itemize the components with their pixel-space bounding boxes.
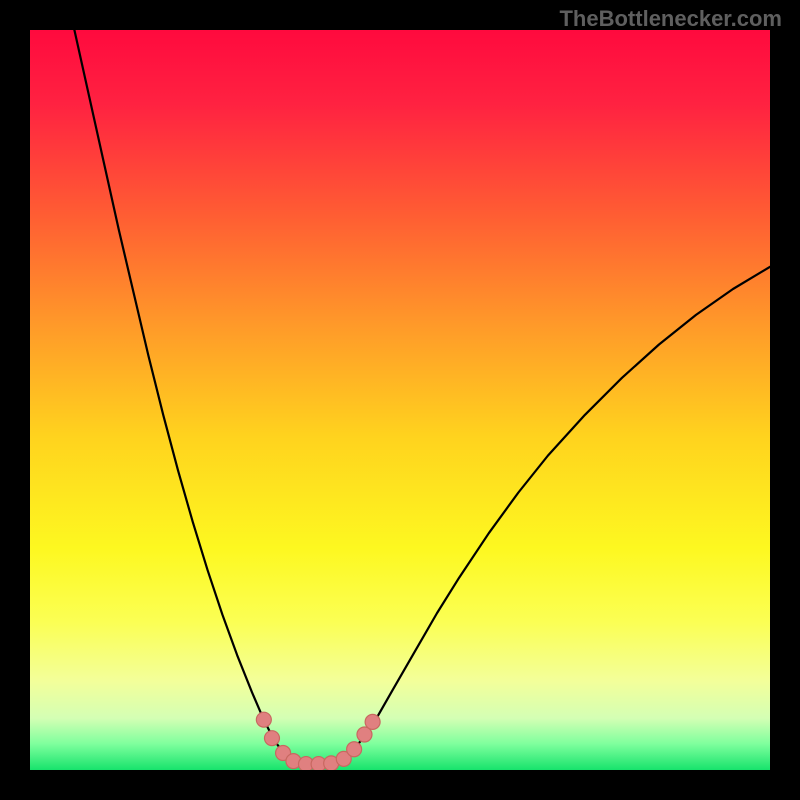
chart-container: { "watermark": { "text": "TheBottlenecke… — [0, 0, 800, 800]
optimal-zone-markers — [256, 712, 380, 770]
marker-dot — [264, 731, 279, 746]
bottleneck-curve — [74, 30, 770, 765]
watermark-text: TheBottlenecker.com — [559, 6, 782, 32]
bottleneck-curve-layer — [30, 30, 770, 770]
marker-dot — [347, 742, 362, 757]
marker-dot — [365, 714, 380, 729]
marker-dot — [256, 712, 271, 727]
plot-area — [30, 30, 770, 770]
